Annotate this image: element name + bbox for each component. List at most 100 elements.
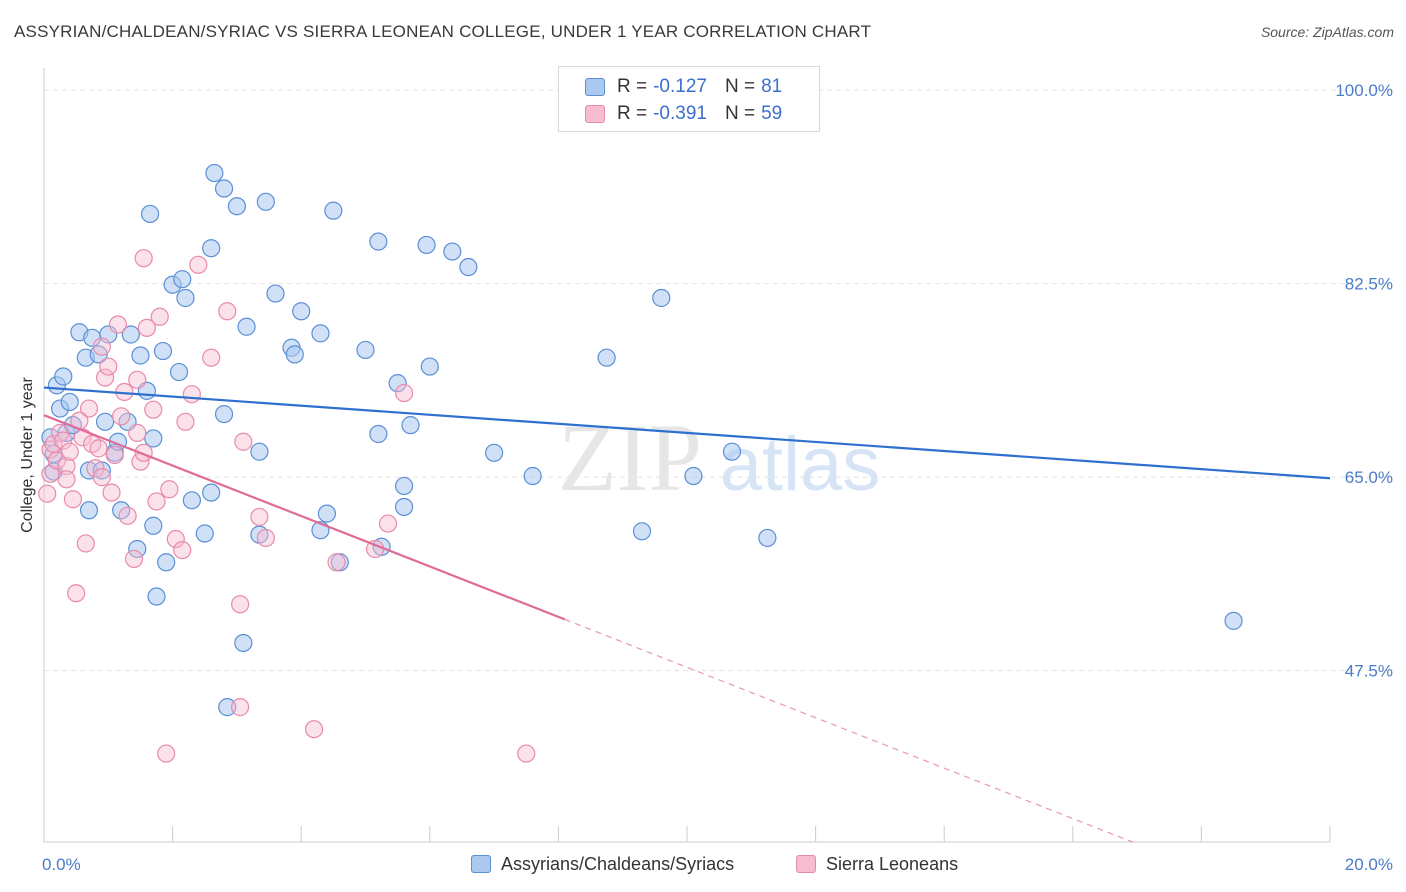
data-point-assyrians xyxy=(214,179,234,198)
legend-item-assyrians: Assyrians/Chaldeans/Syriacs xyxy=(471,852,734,876)
data-point-sierra-leoneans xyxy=(63,490,83,509)
data-point-assyrians xyxy=(95,412,115,431)
data-point-assyrians xyxy=(266,284,285,303)
data-point-sierra-leoneans xyxy=(231,595,250,614)
x-tick-label: 0.0% xyxy=(42,855,81,874)
data-point-assyrians xyxy=(202,239,221,258)
y-tick-label: 82.5% xyxy=(1345,275,1393,294)
watermark: ZIP atlas xyxy=(558,404,880,511)
data-point-sierra-leoneans xyxy=(304,720,324,739)
y-tick-label: 65.0% xyxy=(1345,468,1393,487)
data-point-sierra-leoneans xyxy=(176,412,195,431)
trend-line-assyrians xyxy=(43,386,1331,480)
data-point-sierra-leoneans xyxy=(60,442,79,461)
data-point-assyrians xyxy=(1224,611,1243,630)
pink-swatch-icon xyxy=(796,855,816,873)
trend-line-sierra-leoneans-extension xyxy=(564,618,1133,843)
legend-n-label: N = xyxy=(724,103,756,124)
data-point-assyrians xyxy=(128,539,147,559)
data-point-sierra-leoneans xyxy=(231,698,250,717)
data-point-sierra-leoneans xyxy=(95,368,115,387)
data-point-sierra-leoneans xyxy=(147,492,166,511)
data-point-assyrians xyxy=(356,340,375,360)
data-point-assyrians xyxy=(195,524,214,543)
data-point-sierra-leoneans xyxy=(202,348,221,367)
data-point-sierra-leoneans xyxy=(92,337,111,356)
data-point-assyrians xyxy=(173,270,192,289)
data-point-assyrians xyxy=(285,345,304,364)
data-point-assyrians xyxy=(121,325,140,344)
data-point-assyrians xyxy=(157,553,176,572)
data-point-sierra-leoneans xyxy=(118,506,137,525)
data-point-sierra-leoneans xyxy=(92,468,111,487)
data-point-assyrians xyxy=(324,201,343,220)
data-point-assyrians xyxy=(317,504,337,523)
correlation-legend: R = -0.127 N = 81 R = -0.391 N = 59 xyxy=(558,66,820,132)
data-point-assyrians xyxy=(153,341,173,361)
data-point-sierra-leoneans xyxy=(182,385,201,404)
data-point-sierra-leoneans xyxy=(124,549,144,569)
data-point-sierra-leoneans xyxy=(150,307,169,326)
series-sierra-leoneans-points xyxy=(38,249,536,763)
legend-row-pink: R = -0.391 N = 59 xyxy=(585,101,782,127)
data-point-sierra-leoneans xyxy=(157,744,176,763)
data-point-sierra-leoneans xyxy=(105,445,124,465)
data-point-sierra-leoneans xyxy=(41,440,60,459)
data-point-sierra-leoneans xyxy=(102,483,121,502)
data-point-sierra-leoneans xyxy=(137,318,156,337)
data-point-assyrians xyxy=(394,497,414,517)
blue-swatch-icon xyxy=(585,78,605,96)
data-point-sierra-leoneans xyxy=(166,529,185,549)
data-point-assyrians xyxy=(401,416,420,435)
source-label: Source: ZipAtlas.com xyxy=(1260,24,1394,40)
data-point-assyrians xyxy=(144,429,163,448)
data-point-assyrians xyxy=(218,698,237,717)
data-point-sierra-leoneans xyxy=(256,528,275,548)
watermark-atlas: atlas xyxy=(720,422,881,507)
data-point-assyrians xyxy=(388,374,407,393)
data-point-assyrians xyxy=(237,317,256,336)
data-point-assyrians xyxy=(144,516,163,535)
data-point-sierra-leoneans xyxy=(89,439,108,458)
data-point-sierra-leoneans xyxy=(189,255,208,274)
data-point-assyrians xyxy=(369,424,388,444)
data-point-assyrians xyxy=(54,367,73,386)
data-point-assyrians xyxy=(182,491,201,510)
data-point-sierra-leoneans xyxy=(99,357,118,376)
trend-line-sierra-leoneans xyxy=(43,414,566,621)
data-point-assyrians xyxy=(597,348,616,367)
data-point-assyrians xyxy=(722,442,742,461)
data-point-sierra-leoneans xyxy=(57,456,76,476)
data-point-assyrians xyxy=(652,288,671,308)
data-point-assyrians xyxy=(684,466,703,486)
legend-n-value-blue: 81 xyxy=(761,76,783,97)
data-point-assyrians xyxy=(485,443,504,462)
data-point-assyrians xyxy=(443,242,462,261)
chart-title: ASSYRIAN/CHALDEAN/SYRIAC VS SIERRA LEONE… xyxy=(14,22,872,41)
data-point-assyrians xyxy=(205,163,224,183)
data-point-assyrians xyxy=(394,476,414,496)
data-point-sierra-leoneans xyxy=(128,423,147,442)
data-point-assyrians xyxy=(169,362,189,382)
data-point-sierra-leoneans xyxy=(54,431,73,450)
legend-label-assyrians: Assyrians/Chaldeans/Syriacs xyxy=(501,853,735,874)
legend-n-label: N = xyxy=(724,76,756,97)
pink-swatch-icon xyxy=(585,105,605,123)
data-point-assyrians xyxy=(214,404,234,424)
data-point-assyrians xyxy=(147,587,166,606)
legend-r-value-blue: -0.127 xyxy=(653,76,707,97)
legend-item-sierra-leoneans: Sierra Leoneans xyxy=(796,852,958,876)
data-point-sierra-leoneans xyxy=(250,507,269,527)
data-point-assyrians xyxy=(758,528,777,548)
watermark-zip: ZIP xyxy=(558,404,702,511)
data-point-sierra-leoneans xyxy=(160,480,179,499)
x-tick-label: 20.0% xyxy=(1345,855,1393,874)
data-point-sierra-leoneans xyxy=(67,584,86,603)
data-point-assyrians xyxy=(417,235,436,255)
data-point-assyrians xyxy=(227,197,246,216)
data-point-assyrians xyxy=(632,522,652,541)
trend-lines xyxy=(43,386,1331,843)
data-point-assyrians xyxy=(131,346,150,365)
gridlines xyxy=(44,89,1392,672)
